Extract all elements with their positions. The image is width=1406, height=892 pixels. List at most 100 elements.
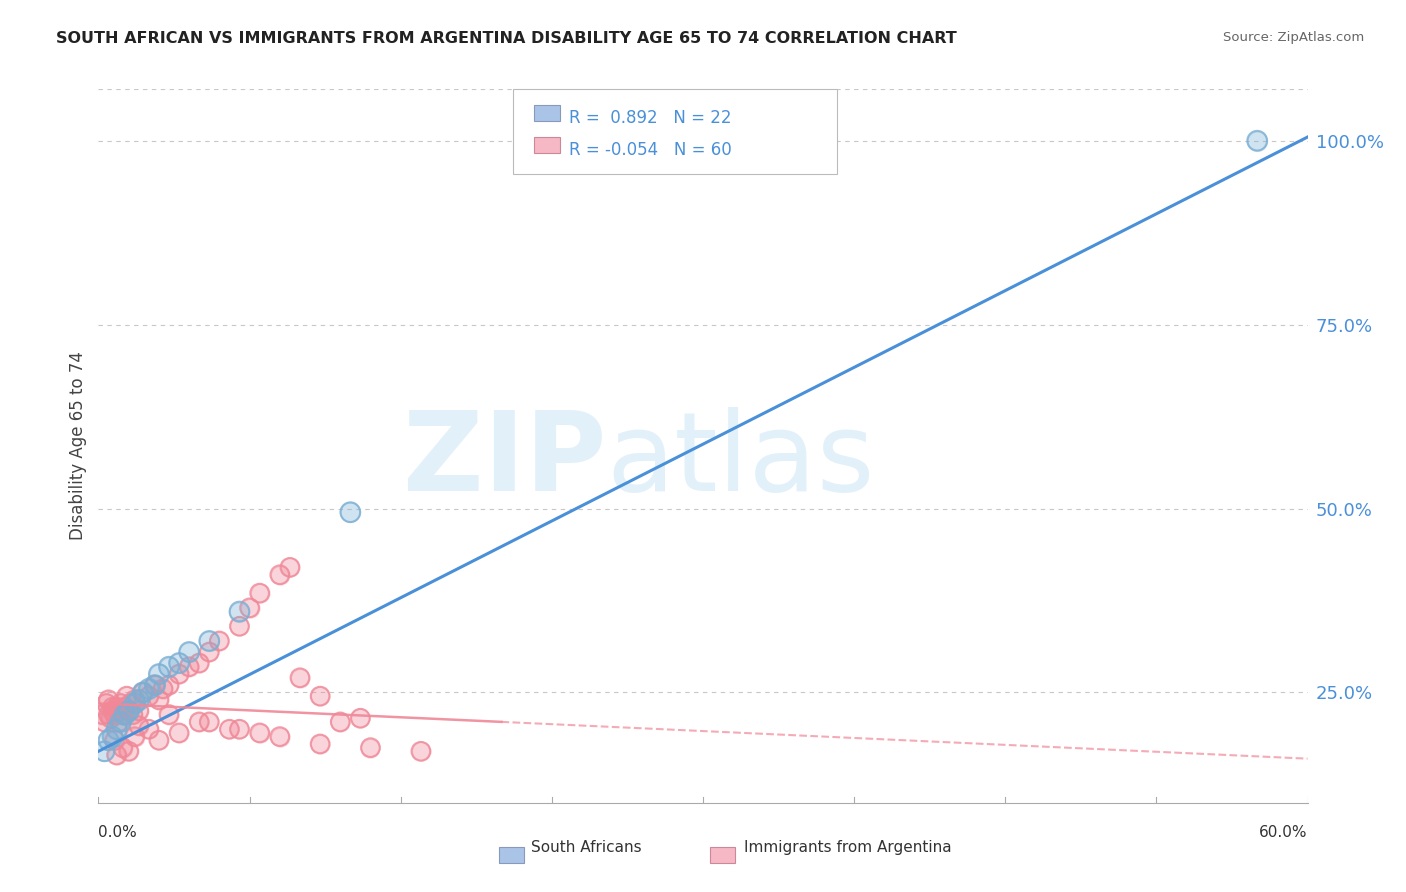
- Point: [114, 700, 136, 714]
- Point: [148, 693, 170, 707]
- Point: [97, 693, 120, 707]
- Point: [208, 634, 231, 648]
- Point: [100, 711, 122, 725]
- Point: [118, 704, 141, 718]
- Point: [198, 645, 221, 659]
- Point: [157, 659, 180, 673]
- Point: [128, 718, 150, 732]
- Point: [208, 634, 231, 648]
- Point: [360, 740, 382, 755]
- Point: [167, 667, 190, 681]
- Point: [179, 659, 201, 673]
- Text: Immigrants from Argentina: Immigrants from Argentina: [744, 840, 952, 855]
- Point: [110, 697, 132, 711]
- Point: [111, 707, 134, 722]
- Point: [103, 733, 125, 747]
- Point: [228, 605, 250, 619]
- Point: [120, 697, 142, 711]
- Text: ZIP: ZIP: [404, 407, 606, 514]
- Point: [188, 656, 211, 670]
- Point: [138, 723, 160, 737]
- Point: [218, 723, 240, 737]
- Point: [132, 685, 155, 699]
- Point: [111, 707, 134, 722]
- Point: [101, 700, 124, 714]
- Point: [114, 707, 136, 722]
- Point: [128, 718, 150, 732]
- Point: [138, 689, 160, 703]
- Point: [124, 693, 146, 707]
- Point: [118, 704, 141, 718]
- Point: [167, 667, 190, 681]
- Text: Source: ZipAtlas.com: Source: ZipAtlas.com: [1223, 31, 1364, 45]
- Point: [118, 704, 141, 718]
- Point: [249, 726, 271, 740]
- Point: [148, 733, 170, 747]
- Point: [198, 634, 221, 648]
- Point: [339, 505, 361, 519]
- Point: [167, 656, 190, 670]
- Point: [157, 707, 180, 722]
- Point: [228, 723, 250, 737]
- Point: [103, 707, 125, 722]
- Point: [278, 560, 301, 574]
- Point: [121, 707, 143, 722]
- Point: [228, 723, 250, 737]
- Point: [128, 704, 150, 718]
- Point: [93, 744, 115, 758]
- Point: [143, 678, 166, 692]
- Point: [97, 733, 120, 747]
- Point: [157, 707, 180, 722]
- Point: [269, 730, 291, 744]
- Point: [218, 723, 240, 737]
- Point: [329, 714, 352, 729]
- Point: [269, 567, 291, 582]
- Point: [167, 656, 190, 670]
- Point: [138, 723, 160, 737]
- Point: [132, 685, 155, 699]
- Point: [239, 600, 262, 615]
- Point: [249, 726, 271, 740]
- Point: [288, 671, 311, 685]
- Point: [107, 704, 129, 718]
- Point: [188, 656, 211, 670]
- Point: [148, 667, 170, 681]
- Text: R =  0.892   N = 22: R = 0.892 N = 22: [569, 109, 733, 127]
- Point: [249, 586, 271, 600]
- Point: [143, 678, 166, 692]
- Point: [143, 678, 166, 692]
- Point: [148, 733, 170, 747]
- Point: [128, 693, 150, 707]
- Point: [97, 707, 120, 722]
- Point: [105, 700, 128, 714]
- Point: [101, 704, 124, 718]
- Point: [239, 600, 262, 615]
- Point: [110, 697, 132, 711]
- Point: [152, 681, 174, 696]
- Point: [143, 678, 166, 692]
- Point: [228, 605, 250, 619]
- Point: [101, 700, 124, 714]
- Point: [93, 744, 115, 758]
- Point: [349, 711, 371, 725]
- Point: [97, 693, 120, 707]
- Point: [115, 689, 138, 703]
- Point: [188, 714, 211, 729]
- Point: [179, 645, 201, 659]
- Point: [1246, 134, 1268, 148]
- Point: [269, 730, 291, 744]
- Point: [118, 704, 141, 718]
- Point: [138, 689, 160, 703]
- Point: [110, 714, 132, 729]
- Point: [198, 645, 221, 659]
- Text: 0.0%: 0.0%: [98, 825, 138, 840]
- Text: South Africans: South Africans: [531, 840, 643, 855]
- Point: [128, 704, 150, 718]
- Point: [107, 714, 129, 729]
- Point: [120, 697, 142, 711]
- Point: [96, 697, 118, 711]
- Point: [288, 671, 311, 685]
- Point: [1246, 134, 1268, 148]
- Point: [105, 700, 128, 714]
- Point: [91, 707, 114, 722]
